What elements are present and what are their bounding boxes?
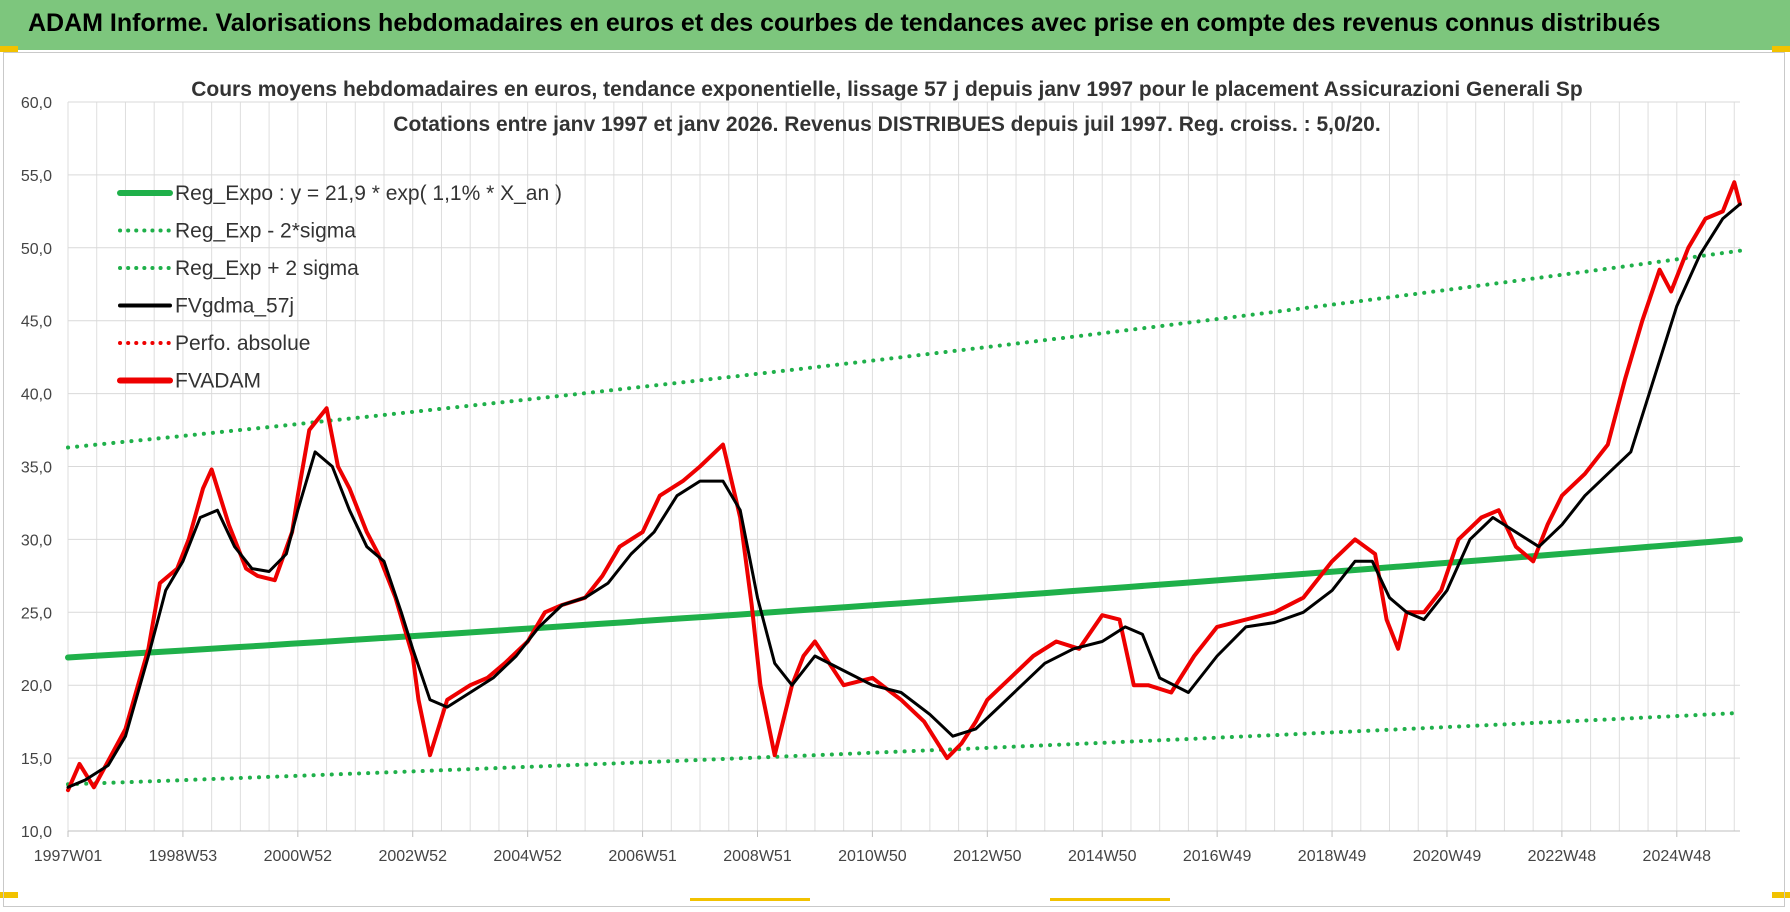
x-tick-label: 2020W49 — [1413, 848, 1482, 865]
legend-label-perfo-absolue: Perfo. absolue — [175, 332, 310, 355]
chart-title: Cours moyens hebdomadaires en euros, ten… — [191, 78, 1583, 101]
axes: 10,0 15,0 20,0 25,0 30,0 35,0 40,0 45,0 50,0 55,0… — [21, 95, 1740, 865]
x-tick-label: 2008W51 — [723, 848, 792, 865]
series-line-reg-exp-2-sigma — [66, 248, 1742, 450]
x-tick-label: 2022W48 — [1528, 848, 1597, 865]
x-tick-label: 2000W52 — [264, 848, 333, 865]
legend-label-reg-expo-y-21-9-exp-1-1-x-an: Reg_Expo : y = 21,9 * exp( 1,1% * X_an ) — [175, 182, 562, 205]
header-bar: ADAM Informe. Valorisations hebdomadaire… — [0, 0, 1790, 50]
x-tick-label: 2004W52 — [493, 848, 562, 865]
y-tick-label: 20,0 — [21, 678, 52, 695]
x-tick-label: 2006W51 — [608, 848, 677, 865]
series-line-reg-exp-2-sigma — [66, 710, 1742, 787]
x-tick-label: 2024W48 — [1643, 848, 1712, 865]
legend: Reg_Expo : y = 21,9 * exp( 1,1% * X_an )… — [117, 182, 562, 393]
x-tick-label: 1997W01 — [34, 848, 103, 865]
corner-mark-top-right — [1772, 46, 1790, 52]
chart-frame — [3, 52, 1785, 907]
y-tick-label: 30,0 — [21, 532, 52, 549]
header-title: ADAM Informe. Valorisations hebdomadaire… — [28, 9, 1661, 37]
grid — [67, 101, 1740, 832]
y-tick-label: 15,0 — [21, 751, 52, 768]
x-tick-label: 1998W53 — [149, 848, 218, 865]
y-tick-label: 45,0 — [21, 314, 52, 331]
series-line-fvadam — [66, 180, 1742, 793]
y-tick-label: 40,0 — [21, 387, 52, 404]
legend-label-fvgdma-57j: FVgdma_57j — [175, 295, 294, 318]
corner-mark-bottom-right — [1772, 892, 1790, 898]
series-line-reg-expo-y-21-9-exp-1-1-x-an — [65, 536, 1743, 661]
y-tick-label: 50,0 — [21, 241, 52, 258]
legend-label-reg-exp-2-sigma: Reg_Exp - 2*sigma — [175, 220, 356, 243]
x-tick-label: 2012W50 — [953, 848, 1022, 865]
series — [65, 180, 1743, 793]
legend-label-fvadam: FVADAM — [175, 370, 261, 393]
scroll-mark-right — [1050, 898, 1170, 901]
y-tick-label: 60,0 — [21, 95, 52, 112]
x-tick-label: 2014W50 — [1068, 848, 1137, 865]
x-tick-label: 2010W50 — [838, 848, 907, 865]
corner-mark-top-left — [0, 46, 18, 52]
scroll-mark-left — [690, 898, 810, 901]
y-tick-label: 55,0 — [21, 168, 52, 185]
x-tick-label: 2018W49 — [1298, 848, 1367, 865]
x-tick-label: 2016W49 — [1183, 848, 1252, 865]
y-tick-label: 10,0 — [21, 824, 52, 841]
chart-subtitle: Cotations entre janv 1997 et janv 2026. … — [393, 113, 1380, 136]
corner-mark-bottom-left — [0, 892, 18, 898]
x-tick-label: 2002W52 — [378, 848, 447, 865]
y-tick-label: 35,0 — [21, 460, 52, 477]
legend-label-reg-exp-2-sigma: Reg_Exp + 2 sigma — [175, 257, 359, 280]
y-tick-label: 25,0 — [21, 605, 52, 622]
series-line-fvgdma-57j — [66, 202, 1742, 789]
